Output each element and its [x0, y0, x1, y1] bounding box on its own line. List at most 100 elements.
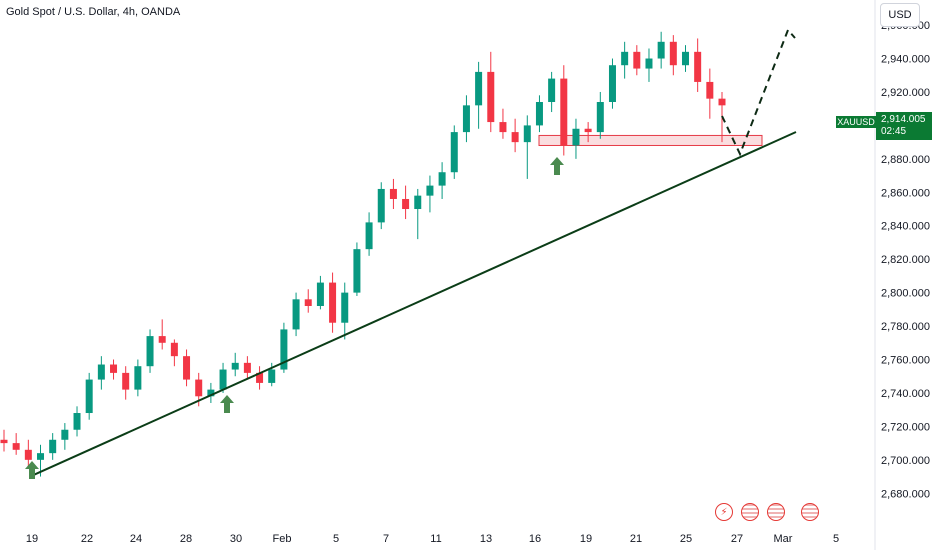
symbol-tag: XAUUSD — [836, 116, 876, 128]
candle-body — [645, 58, 653, 69]
x-tick-label: 28 — [180, 533, 192, 545]
up-arrow-icon — [220, 395, 234, 413]
us-flag-event-icon[interactable] — [741, 503, 759, 521]
candle-body — [316, 282, 324, 306]
candle-body — [475, 71, 483, 106]
support-zone — [538, 134, 763, 146]
trendline — [29, 131, 797, 478]
x-tick-label: 24 — [130, 533, 142, 545]
candle-body — [535, 102, 543, 126]
candle-body — [85, 379, 93, 414]
x-tick-label: 19 — [580, 533, 592, 545]
candle-body — [0, 439, 8, 444]
candle-body — [621, 51, 629, 66]
up-arrow-icon — [25, 461, 39, 479]
candle-body — [110, 364, 118, 373]
candle-body — [572, 128, 580, 146]
candle-body — [61, 429, 69, 440]
candle-body — [487, 71, 495, 123]
candle-body — [183, 356, 191, 380]
candle-body — [523, 125, 531, 143]
candle-body — [292, 299, 300, 330]
x-tick-label: 13 — [480, 533, 492, 545]
candle-body — [438, 172, 446, 186]
us-flag-event-icon[interactable] — [767, 503, 785, 521]
candle-body — [584, 128, 592, 133]
x-tick-label: 7 — [383, 533, 389, 545]
candle-body — [365, 222, 373, 250]
candle-body — [195, 379, 203, 397]
candle-body — [329, 282, 337, 323]
x-tick-label: 27 — [731, 533, 743, 545]
y-tick-label: 2,860.000 — [881, 187, 930, 199]
candle-body — [134, 366, 142, 390]
current-price: 2,914.005 — [881, 114, 926, 125]
bar-countdown: 02:45 — [881, 126, 907, 137]
y-tick-label: 2,740.000 — [881, 388, 930, 400]
candle-body — [560, 78, 568, 146]
currency-button[interactable]: USD — [880, 3, 920, 27]
current-price-tag: 2,914.005 02:45 — [876, 112, 932, 140]
lightning-event-icon[interactable]: ⚡ — [715, 503, 733, 521]
candle-body — [304, 299, 312, 306]
candle-body — [694, 51, 702, 82]
candle-body — [231, 362, 239, 370]
candle-body — [426, 185, 434, 196]
us-flag-event-icon[interactable] — [801, 503, 819, 521]
candle-body — [170, 342, 178, 357]
candle-body — [122, 372, 130, 390]
candle-body — [49, 439, 57, 454]
candle-body — [268, 369, 276, 383]
y-tick-label: 2,840.000 — [881, 221, 930, 233]
chart-title: Gold Spot / U.S. Dollar, 4h, OANDA — [6, 6, 181, 18]
candle-body — [414, 195, 422, 210]
candle-body — [450, 132, 458, 173]
candle-body — [608, 65, 616, 102]
x-tick-label: 25 — [680, 533, 692, 545]
candle-body — [73, 413, 81, 430]
projection-path — [721, 28, 796, 157]
candle-body — [669, 41, 677, 66]
candle-body — [596, 102, 604, 133]
up-arrow-icon — [550, 157, 564, 175]
y-tick-label: 2,760.000 — [881, 355, 930, 367]
x-tick-label: 22 — [81, 533, 93, 545]
candle-body — [718, 98, 726, 106]
candle-body — [402, 198, 410, 210]
candle-body — [377, 188, 385, 223]
candle-body — [256, 372, 264, 383]
candle-body — [633, 51, 641, 69]
x-tick-label: 11 — [430, 533, 441, 545]
candle-body — [499, 122, 507, 133]
candle-body — [146, 336, 154, 367]
candle-body — [462, 105, 470, 133]
y-tick-label: 2,820.000 — [881, 254, 930, 266]
candle-body — [207, 389, 215, 397]
candle-body — [12, 443, 20, 450]
candle-body — [243, 362, 251, 373]
candle-body — [37, 453, 45, 460]
candle-body — [280, 329, 288, 370]
candle-body — [341, 292, 349, 323]
candle-body — [511, 132, 519, 143]
candle-body — [158, 336, 166, 343]
y-tick-label: 2,700.000 — [881, 455, 930, 467]
x-tick-label: 21 — [630, 533, 642, 545]
candle-body — [219, 369, 227, 390]
candle-body — [548, 78, 556, 102]
candle-body — [389, 188, 397, 199]
y-tick-label: 2,720.000 — [881, 421, 930, 433]
x-tick-label: 16 — [529, 533, 541, 545]
x-tick-label: 30 — [230, 533, 242, 545]
economic-events: ⚡ — [715, 503, 819, 521]
x-tick-label: Mar — [774, 533, 793, 545]
candle-body — [97, 364, 105, 380]
y-tick-label: 2,880.000 — [881, 154, 930, 166]
x-tick-label: 5 — [833, 533, 839, 545]
x-tick-label: 5 — [333, 533, 339, 545]
x-tick-label: 19 — [26, 533, 38, 545]
candle-body — [353, 249, 361, 293]
y-tick-label: 2,920.000 — [881, 87, 930, 99]
candle-body — [706, 81, 714, 99]
